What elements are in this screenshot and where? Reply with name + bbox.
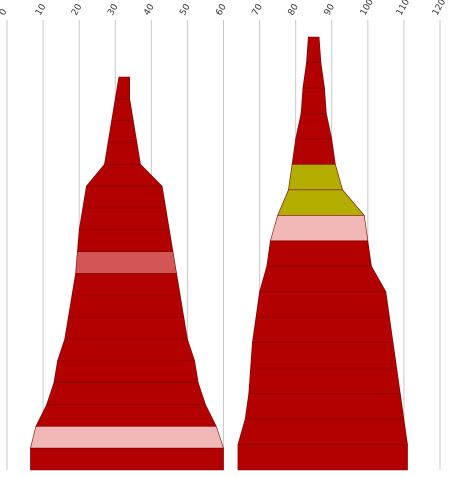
band-olive xyxy=(277,189,365,216)
band-dark xyxy=(114,76,130,100)
band-olive xyxy=(288,164,343,191)
band-dark xyxy=(248,367,401,394)
x-tick-label: 60 xyxy=(214,2,229,17)
band-dark xyxy=(300,87,327,114)
x-axis: 0 10 20 30 40 50 60 70 80 90 100 110 120 xyxy=(0,0,448,18)
x-tick-label: 40 xyxy=(142,2,157,17)
plot-area xyxy=(30,36,408,471)
band-dark xyxy=(107,120,138,143)
x-tick-label: 90 xyxy=(323,2,338,17)
band-dark xyxy=(53,360,199,383)
x-tick-label: 100 xyxy=(359,0,376,18)
band-dark xyxy=(30,447,224,471)
x-tick-label: 30 xyxy=(106,2,121,17)
band-medium xyxy=(75,251,177,274)
x-tick-label: 120 xyxy=(431,0,448,18)
band-dark xyxy=(104,142,141,165)
band-dark xyxy=(244,393,405,420)
band-dark xyxy=(266,240,372,267)
band-dark xyxy=(252,316,394,343)
band-light xyxy=(30,426,224,449)
band-dark xyxy=(306,36,322,63)
band-dark xyxy=(35,404,217,427)
band-dark xyxy=(64,316,188,340)
band-dark xyxy=(295,113,333,140)
band-dark xyxy=(255,291,390,318)
band-dark xyxy=(82,185,167,209)
band-light xyxy=(270,214,369,242)
band-dark xyxy=(85,164,163,187)
x-tick-label: 80 xyxy=(287,2,302,17)
band-dark xyxy=(77,229,174,252)
x-tick-label: 50 xyxy=(178,2,193,17)
x-tick-label: 0 xyxy=(0,7,10,17)
band-dark xyxy=(250,342,398,369)
cone-shape xyxy=(237,36,408,471)
band-dark xyxy=(302,62,325,89)
band-dark xyxy=(46,382,206,405)
cone-shape xyxy=(30,76,224,471)
band-dark xyxy=(111,98,134,121)
band-dark xyxy=(57,338,196,362)
x-tick-label: 70 xyxy=(251,2,266,17)
band-dark xyxy=(78,207,170,231)
band-dark xyxy=(237,444,408,471)
band-dark xyxy=(67,295,185,318)
band-dark xyxy=(259,265,387,293)
x-tick-label: 110 xyxy=(395,0,412,18)
band-dark xyxy=(291,138,336,165)
x-tick-label: 20 xyxy=(70,2,85,17)
x-tick-label: 10 xyxy=(34,2,49,17)
band-dark xyxy=(71,273,181,296)
band-dark xyxy=(237,418,408,445)
